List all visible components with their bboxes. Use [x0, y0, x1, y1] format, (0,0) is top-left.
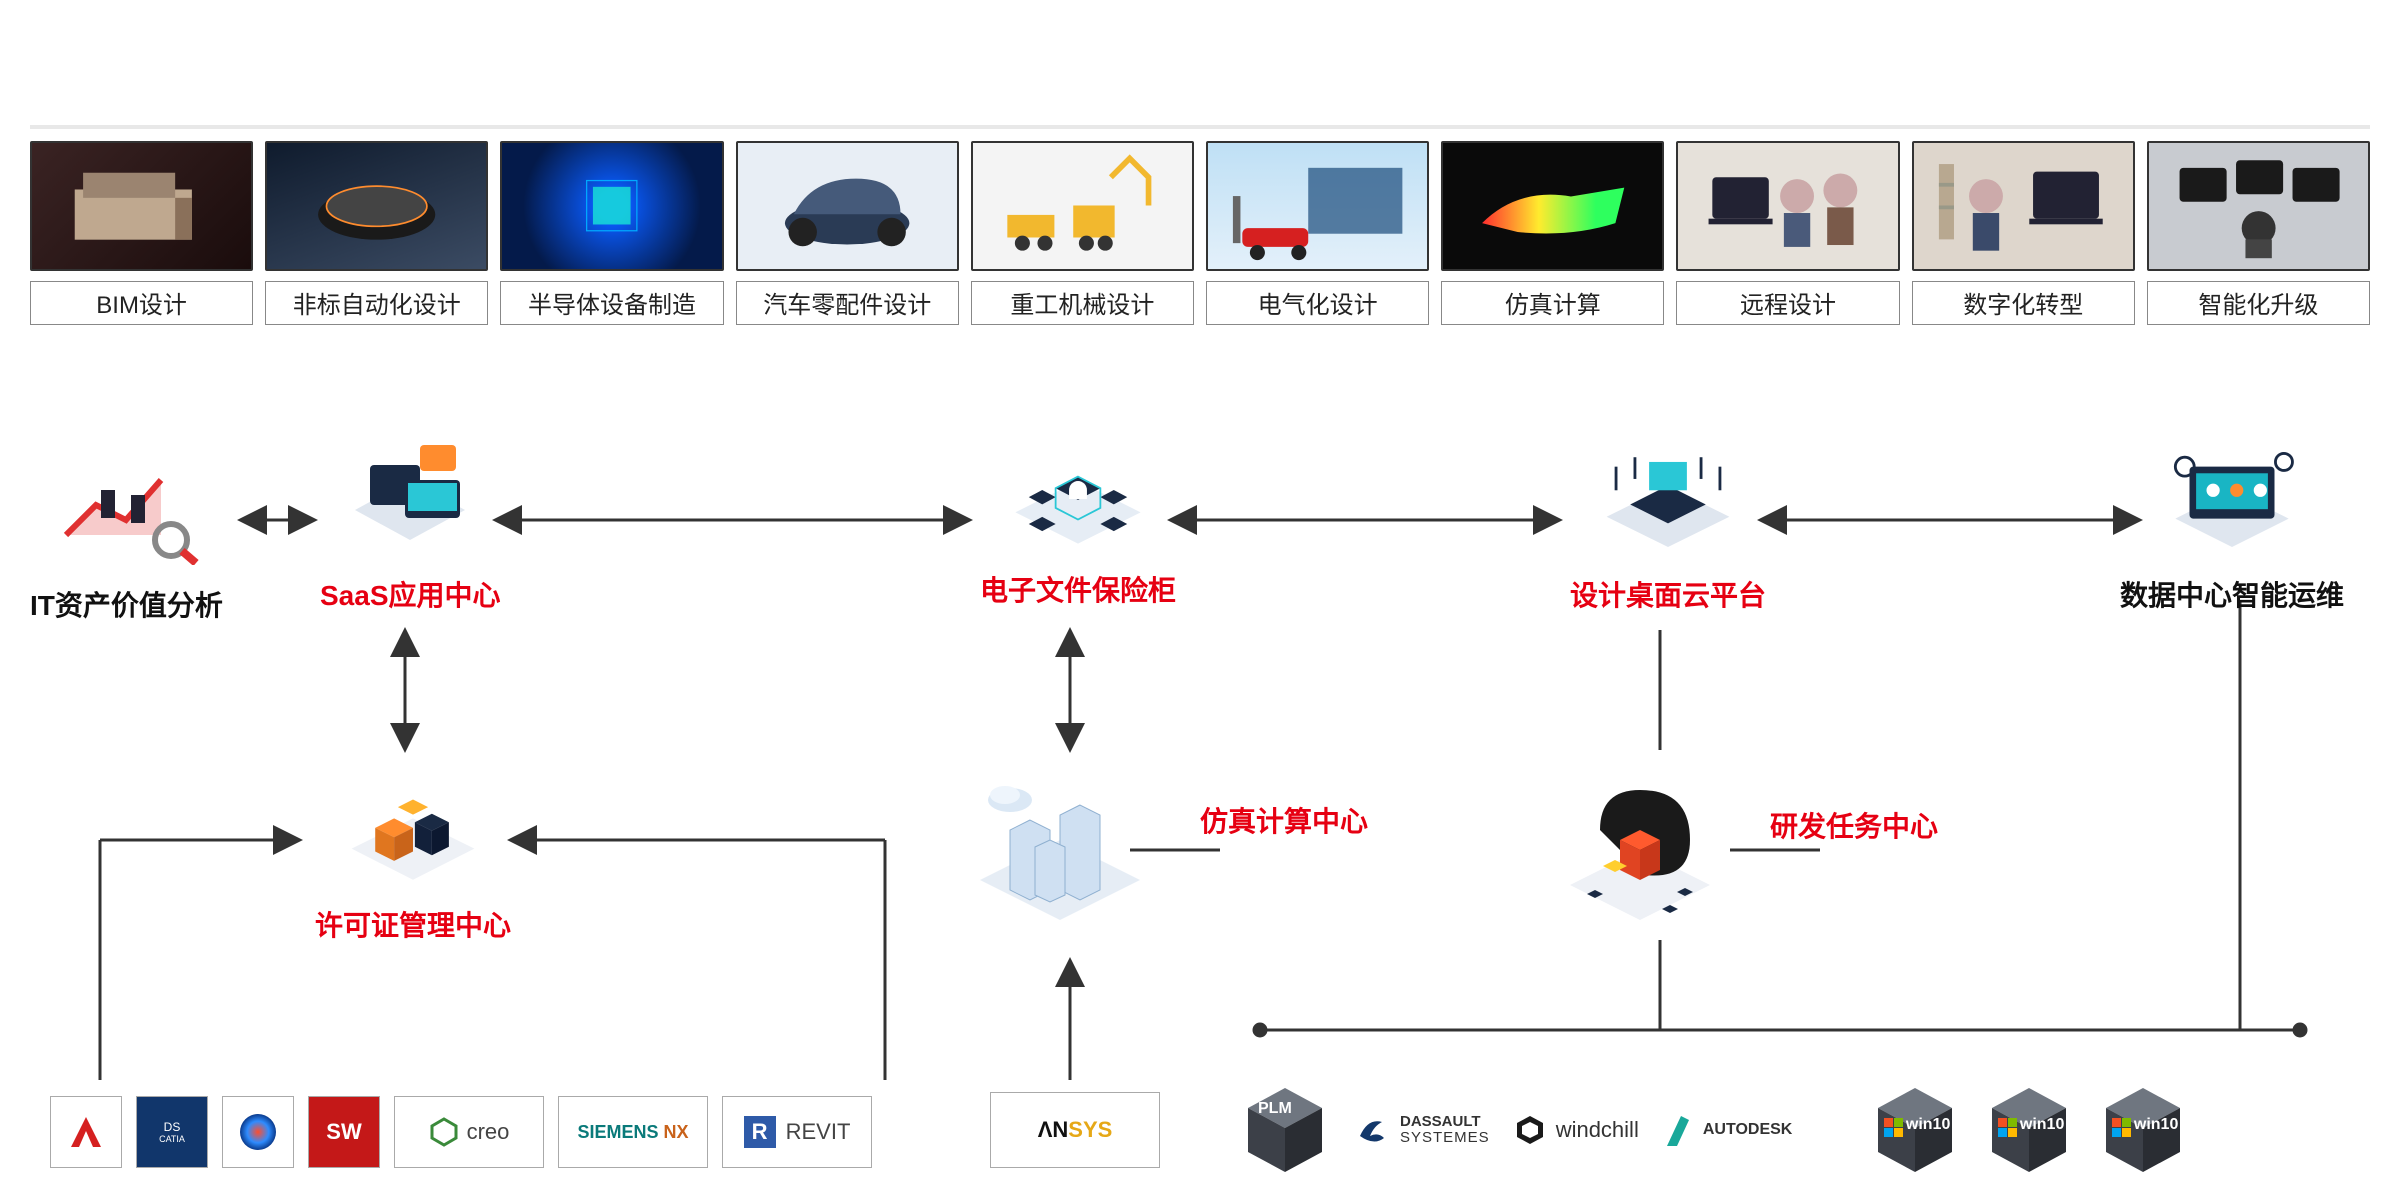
logo-windchill: windchill [1514, 1114, 1639, 1146]
category-thumb [736, 141, 959, 271]
category-label: BIM设计 [30, 281, 253, 325]
node-label: 数据中心智能运维 [2120, 574, 2344, 614]
node-label: 仿真计算中心 [1200, 800, 1368, 840]
rd-task-icon [1540, 760, 1740, 930]
logo-autocad [50, 1096, 122, 1168]
category-thumb [1441, 141, 1664, 271]
node-label: SaaS应用中心 [320, 574, 501, 614]
cloud-desktop-icon [1583, 430, 1753, 560]
node-it-asset: IT资产价值分析 [30, 440, 223, 624]
category-card: 智能化升级 [2147, 141, 2370, 325]
logo-revit: RREVIT [722, 1096, 872, 1168]
category-thumb [500, 141, 723, 271]
category-card: 远程设计 [1676, 141, 1899, 325]
category-label: 半导体设备制造 [500, 281, 723, 325]
software-row-ansys: ΛNSYS [990, 1092, 1160, 1168]
saas-icon [325, 430, 495, 560]
cube-label: win10 [1906, 1116, 1950, 1134]
cube-plm: PLM [1240, 1080, 1330, 1180]
node-vault: 电子文件保险柜 [980, 425, 1176, 609]
logo-sphere [222, 1096, 294, 1168]
category-label: 非标自动化设计 [265, 281, 488, 325]
cube-win10: win10 [1870, 1080, 1960, 1180]
license-icon [328, 760, 498, 890]
cube-win10: win10 [1984, 1080, 2074, 1180]
category-card: 电气化设计 [1206, 141, 1429, 325]
node-cloud-desktop: 设计桌面云平台 [1570, 430, 1766, 614]
logo-creo: creo [394, 1096, 544, 1168]
category-card: BIM设计 [30, 141, 253, 325]
analytics-icon [41, 440, 211, 570]
node-label: 电子文件保险柜 [980, 569, 1176, 609]
category-card: 数字化转型 [1912, 141, 2135, 325]
sim-center-icon [950, 750, 1170, 930]
node-sim-center: 仿真计算中心 [950, 750, 1368, 930]
logo-catia: DSCATIA [136, 1096, 208, 1168]
category-thumb [265, 141, 488, 271]
category-card: 重工机械设计 [971, 141, 1194, 325]
node-license: 许可证管理中心 [315, 760, 511, 944]
vault-icon [993, 425, 1163, 555]
node-label: 许可证管理中心 [315, 904, 511, 944]
cube-label: win10 [2134, 1116, 2178, 1134]
category-strip: BIM设计 非标自动化设计 半导体设备制造 汽车零配件设计 重工机械设计 电气化… [30, 125, 2370, 325]
category-label: 数字化转型 [1912, 281, 2135, 325]
node-label: 研发任务中心 [1770, 805, 1938, 845]
category-card: 仿真计算 [1441, 141, 1664, 325]
node-label: 设计桌面云平台 [1570, 574, 1766, 614]
category-thumb [1676, 141, 1899, 271]
logo-ansys: ΛNSYS [990, 1092, 1160, 1168]
category-label: 仿真计算 [1441, 281, 1664, 325]
logo-dassault: DASSAULTSYSTEMES [1354, 1112, 1490, 1148]
ops-icon [2147, 430, 2317, 560]
cube-win10: win10 [2098, 1080, 2188, 1180]
logo-solidworks: SW [308, 1096, 380, 1168]
category-thumb [1912, 141, 2135, 271]
logo-autodesk: AUTODESK [1663, 1112, 1793, 1148]
category-card: 半导体设备制造 [500, 141, 723, 325]
node-rd-task: 研发任务中心 [1540, 760, 1938, 930]
category-thumb [971, 141, 1194, 271]
category-label: 汽车零配件设计 [736, 281, 959, 325]
logo-siemens-nx: SIEMENS NX [558, 1096, 708, 1168]
architecture-diagram: IT资产价值分析 SaaS应用中心 [40, 380, 2360, 1180]
software-row-left: DSCATIA SW creo SIEMENS NX RREVIT [50, 1096, 872, 1168]
node-saas: SaaS应用中心 [320, 430, 501, 614]
cube-label: PLM [1258, 1100, 1320, 1118]
category-thumb [30, 141, 253, 271]
category-label: 智能化升级 [2147, 281, 2370, 325]
category-label: 重工机械设计 [971, 281, 1194, 325]
software-row-right: PLM DASSAULTSYSTEMES windchill AUTODESK … [1240, 1080, 2188, 1180]
category-thumb [2147, 141, 2370, 271]
category-card: 非标自动化设计 [265, 141, 488, 325]
category-thumb [1206, 141, 1429, 271]
node-label: IT资产价值分析 [30, 584, 223, 624]
category-label: 远程设计 [1676, 281, 1899, 325]
category-card: 汽车零配件设计 [736, 141, 959, 325]
node-ops: 数据中心智能运维 [2120, 430, 2344, 614]
category-label: 电气化设计 [1206, 281, 1429, 325]
cube-label: win10 [2020, 1116, 2064, 1134]
